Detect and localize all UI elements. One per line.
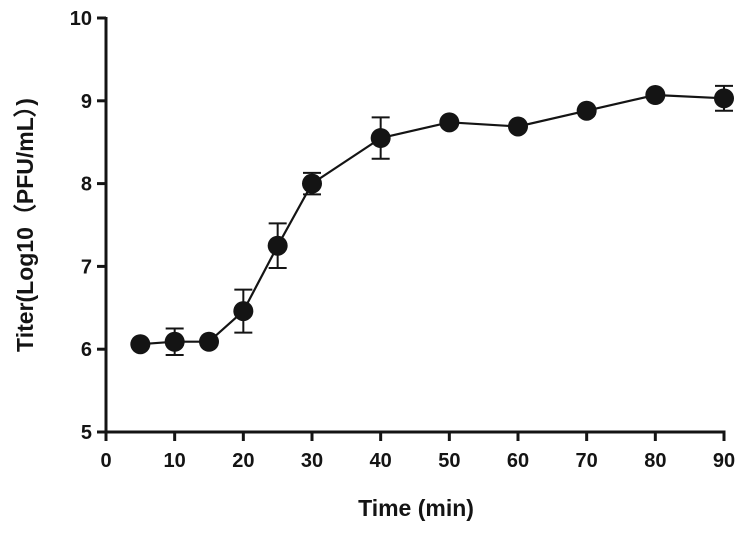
data-point [233,301,254,322]
x-tick-label: 50 [438,450,460,472]
data-point [370,128,391,149]
data-point [508,116,528,137]
data-point [439,112,460,133]
y-tick-label: 5 [81,422,92,444]
x-tick-label: 70 [576,450,598,472]
data-point [164,331,185,352]
y-tick-label: 8 [81,174,92,196]
y-tick-label: 10 [70,8,92,30]
x-axis-title: Time (min) [358,495,474,521]
y-axis-title: Titer(Log10（PFU/mL）) [12,98,38,352]
y-tick-label: 9 [81,91,92,113]
y-tick-label: 6 [81,339,92,361]
y-tick-label: 7 [81,256,92,278]
data-point [199,331,219,352]
x-axis: 0 10 20 30 40 50 60 70 80 90 [100,430,735,472]
x-tick-label: 30 [301,450,323,472]
x-tick-label: 80 [644,450,666,472]
x-tick-label: 40 [370,450,392,472]
y-axis: 5 6 7 8 9 10 [70,8,108,444]
x-tick-label: 0 [100,450,111,472]
x-tick-label: 60 [507,450,529,472]
x-tick-label: 10 [164,450,186,472]
x-tick-label: 90 [713,450,735,472]
data-point [267,235,288,256]
x-tick-label: 20 [232,450,254,472]
data-point [714,88,734,109]
series-line [140,93,725,346]
data-point [645,85,666,106]
data-point [302,173,322,194]
plot-area [130,84,734,356]
data-point [130,334,151,355]
data-point [576,100,597,121]
